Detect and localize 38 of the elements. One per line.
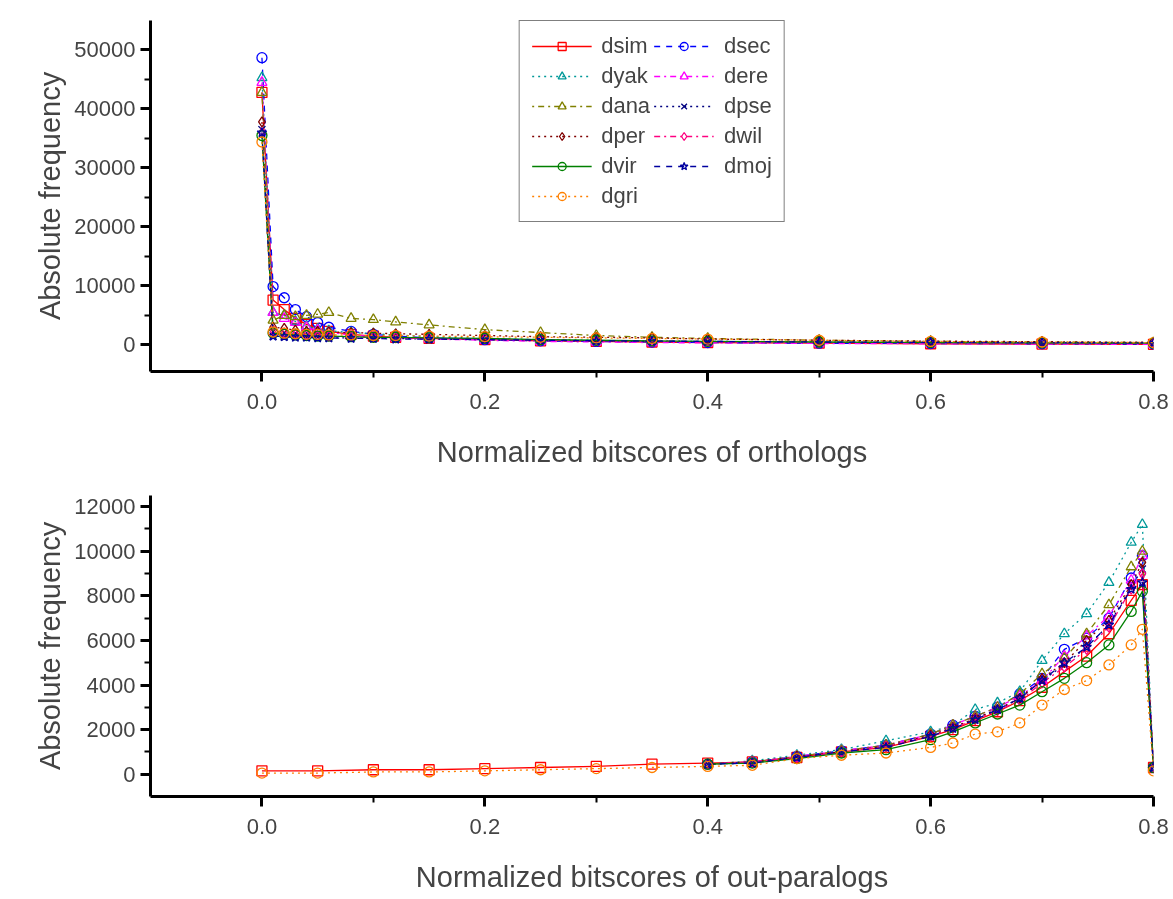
legend-label: dper <box>601 123 646 149</box>
legend-label: dmoj <box>724 153 772 179</box>
y-axis-title: Absolute frequency <box>34 521 67 771</box>
x-tick-label: 0.2 <box>469 813 501 839</box>
y-tick-label: 4000 <box>86 672 136 698</box>
y-tick-label: 2000 <box>86 717 136 743</box>
x-tick-label: 0.8 <box>1138 388 1169 414</box>
y-tick-label: 8000 <box>86 583 136 609</box>
legend-label: dsec <box>724 33 771 59</box>
y-tick-label: 6000 <box>86 627 136 653</box>
y-tick-label: 50000 <box>74 37 136 63</box>
y-tick-label: 40000 <box>74 96 136 122</box>
legend-label: dgri <box>601 183 638 209</box>
x-axis-title: Normalized bitscores of out-paralogs <box>415 860 889 893</box>
y-axis-title: Absolute frequency <box>34 71 67 321</box>
legend-label: dwil <box>724 123 763 149</box>
legend-label: dana <box>601 93 651 119</box>
x-tick-label: 0.6 <box>915 388 946 414</box>
y-tick-label: 12000 <box>74 494 136 520</box>
legend-label: dvir <box>601 153 637 179</box>
x-tick-label: 0.4 <box>692 388 724 414</box>
x-tick-label: 0.2 <box>469 388 501 414</box>
x-tick-label: 0.6 <box>915 813 946 839</box>
y-tick-label: 0 <box>123 332 136 358</box>
legend-label: dsim <box>601 33 648 59</box>
y-tick-label: 10000 <box>74 273 136 299</box>
y-tick-label: 20000 <box>74 214 136 240</box>
y-tick-label: 0 <box>123 761 136 787</box>
y-tick-label: 30000 <box>74 155 136 181</box>
x-tick-label: 0.0 <box>246 813 278 839</box>
legend-label: dpse <box>724 93 772 119</box>
y-tick-label: 10000 <box>74 538 136 564</box>
legend-label: dyak <box>601 63 648 89</box>
legend-label: dere <box>724 63 769 89</box>
x-tick-label: 0.4 <box>692 813 724 839</box>
x-tick-label: 0.8 <box>1138 813 1169 839</box>
x-tick-label: 0.0 <box>246 388 278 414</box>
x-axis-title: Normalized bitscores of orthologs <box>436 435 868 468</box>
